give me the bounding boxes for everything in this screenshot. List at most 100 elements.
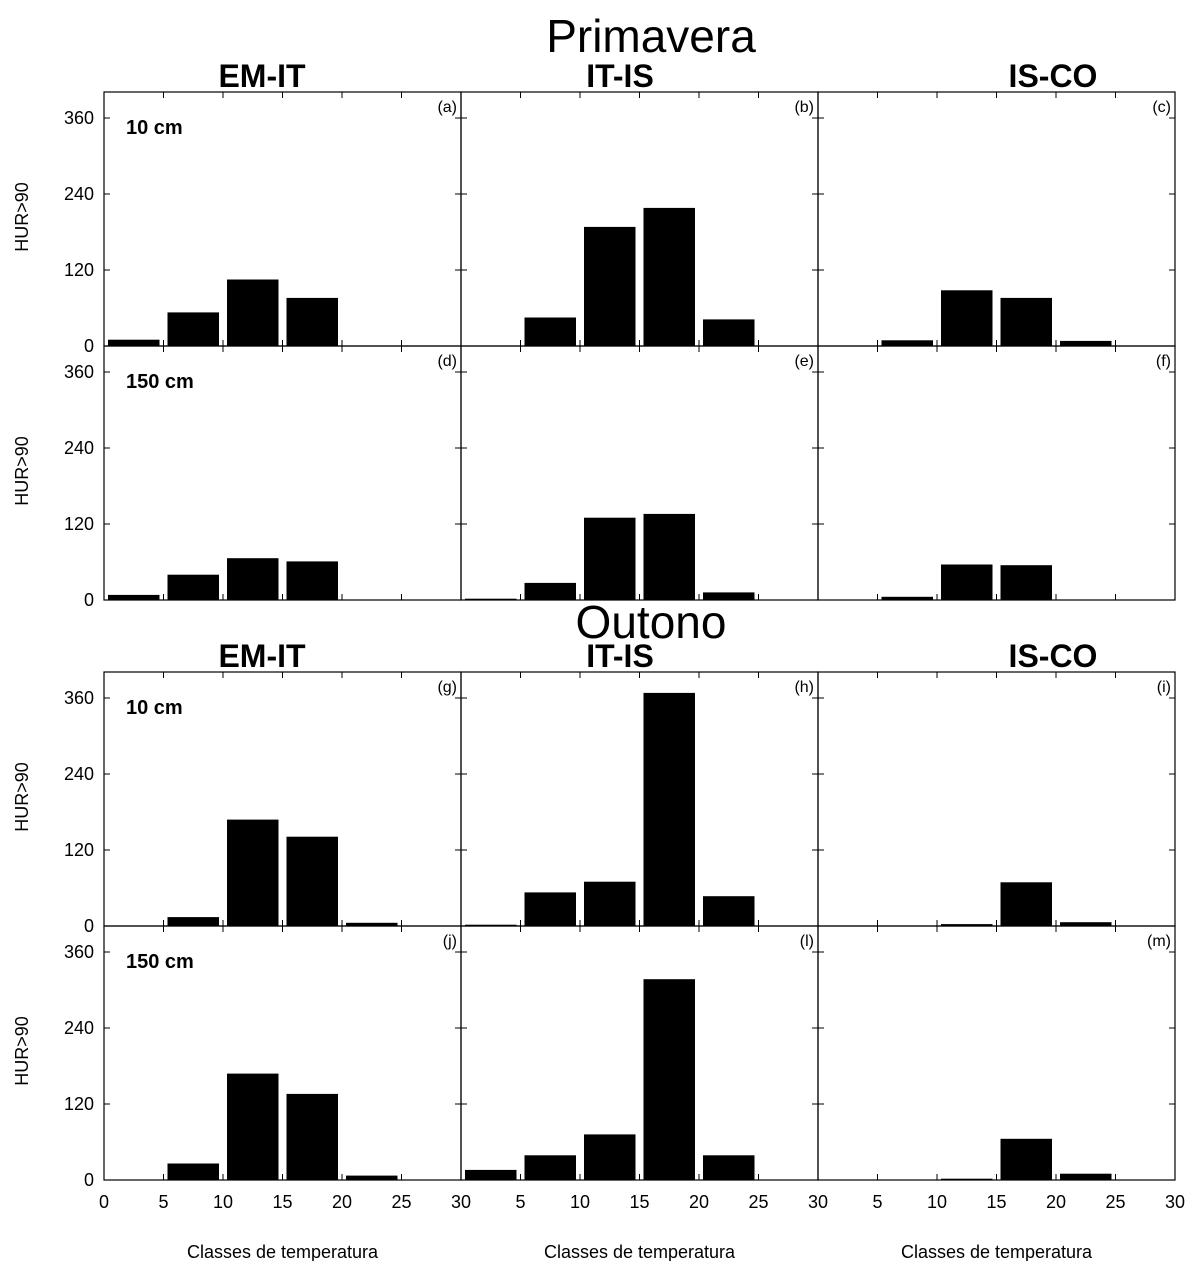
panel-frame [817,925,1176,1181]
column-title: IS-CO [1009,638,1098,674]
bar [584,517,636,600]
x-tick-label: 20 [332,1192,352,1212]
y-tick-label: 360 [64,362,94,382]
panel-label: (d) [437,353,457,370]
y-tick-label: 0 [84,916,94,936]
x-tick-label: 5 [872,1192,882,1212]
y-tick-label: 360 [64,688,94,708]
panel-h: (h) [460,671,819,927]
y-tick-label: 120 [64,1094,94,1114]
depth-label: 150 cm [126,371,194,393]
x-tick-label: 5 [515,1192,525,1212]
panel-label: (c) [1152,99,1171,116]
y-axis-label: HUR>90 [12,1016,32,1086]
x-axis-label: Classes de temperatura [187,1242,379,1261]
bar [941,924,993,926]
bar [346,922,398,926]
panel-label: (h) [794,679,814,696]
bar [703,896,755,926]
panel-d: 0 120 240 360 (d) 150 cm HUR>90 [12,345,462,610]
column-title: IT-IS [586,638,654,674]
bar [286,836,338,926]
panel-a: 0 120 240 360 (a) 10 cm HUR>90 [12,91,462,356]
bar [524,317,576,346]
bar [108,339,160,346]
bar [881,340,933,346]
x-tick-label: 25 [748,1192,768,1212]
x-tick-label: 10 [927,1192,947,1212]
panel-frame [817,91,1176,347]
column-title: IS-CO [1009,58,1098,94]
panel-frame [460,345,819,601]
panel-label: (m) [1147,933,1171,950]
bar [584,881,636,926]
panel-j: 0 120 240 360 (j) 150 cm HUR>90 [12,925,462,1190]
y-tick-label: 240 [64,438,94,458]
bar [643,979,695,1180]
panel-label: (f) [1156,353,1171,370]
bar [881,596,933,600]
panel-e: (e) [460,345,819,601]
y-axis-label: HUR>90 [12,436,32,506]
x-tick-label: 20 [689,1192,709,1212]
bar [941,564,993,600]
bar [108,594,160,600]
bar [703,592,755,600]
bar [286,297,338,346]
x-tick-label: 20 [1046,1192,1066,1212]
panel-label: (e) [794,353,814,370]
x-tick-label: 5 [158,1192,168,1212]
panel-frame [817,671,1176,927]
panel-f: (f) [817,345,1176,601]
season-title: Primavera [546,10,756,62]
bar [346,1175,398,1180]
bar [1000,882,1052,926]
x-tick-label: 15 [272,1192,292,1212]
bar [941,290,993,346]
panel-label: (j) [443,933,457,950]
bar [643,513,695,600]
bar [1000,565,1052,600]
y-tick-label: 360 [64,108,94,128]
depth-label: 10 cm [126,117,183,139]
y-axis-label: HUR>90 [12,762,32,832]
panel-frame [817,345,1176,601]
bar [643,207,695,346]
bar [167,312,219,346]
y-tick-label: 360 [64,942,94,962]
y-tick-label: 120 [64,260,94,280]
y-tick-label: 240 [64,184,94,204]
bar [167,1163,219,1180]
panel-label: (a) [437,99,457,116]
bar [227,558,279,600]
bar [167,917,219,926]
bar [1060,922,1112,926]
panel-label: (b) [794,99,814,116]
x-tick-label: 30 [1165,1192,1185,1212]
panel-m: (m) [817,925,1176,1181]
season-title: Outono [576,596,727,648]
bar [524,892,576,926]
panel-frame [460,91,819,347]
x-axis-label: Classes de temperatura [544,1242,736,1261]
bar [1000,297,1052,346]
panel-l: (l) [460,925,819,1181]
bar [1060,340,1112,346]
bar [703,319,755,346]
panel-frame [460,671,819,927]
bar [643,692,695,926]
x-tick-label: 15 [629,1192,649,1212]
panel-label: (l) [800,933,814,950]
y-tick-label: 240 [64,764,94,784]
x-tick-label: 15 [986,1192,1006,1212]
x-tick-label: 30 [808,1192,828,1212]
bar [227,279,279,346]
bar [584,226,636,346]
x-tick-label: 25 [391,1192,411,1212]
y-tick-label: 120 [64,514,94,534]
x-tick-label: 30 [451,1192,471,1212]
bar [584,1134,636,1180]
bar [227,819,279,926]
y-tick-label: 0 [84,1170,94,1190]
